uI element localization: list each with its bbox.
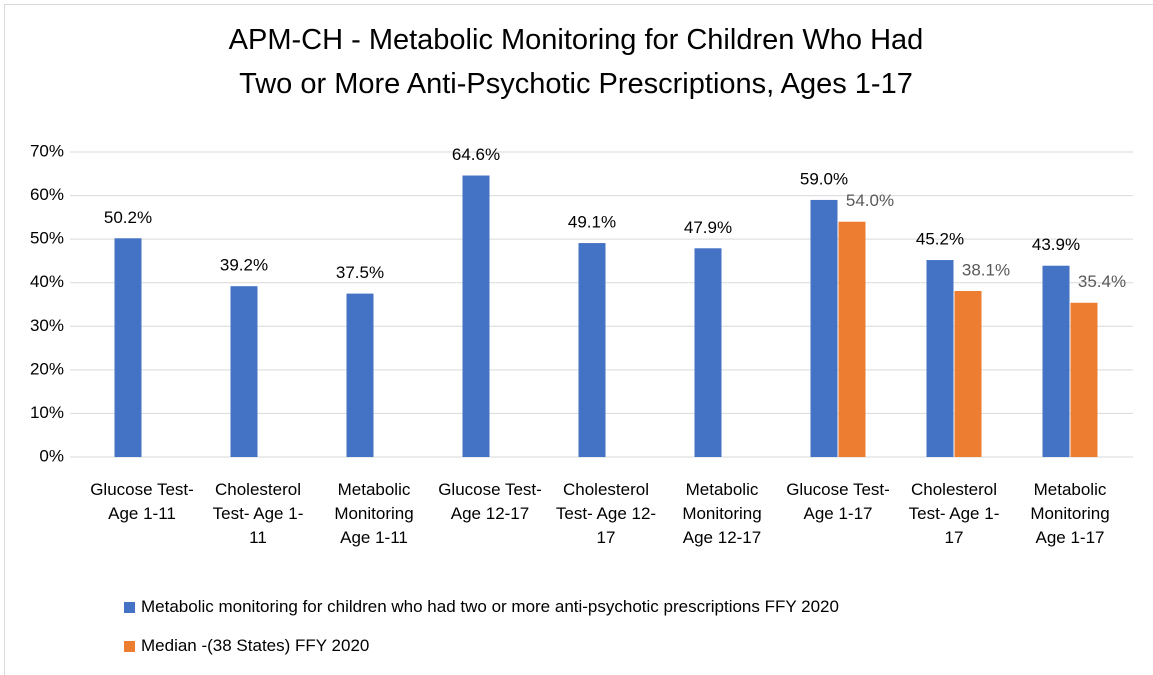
y-tick-label: 30% <box>30 316 64 335</box>
y-tick-label: 0% <box>39 446 64 465</box>
legend-swatch <box>124 601 135 613</box>
bar <box>230 286 258 457</box>
bar <box>838 221 866 457</box>
data-label: 54.0% <box>846 191 894 210</box>
y-tick-label: 10% <box>30 403 64 422</box>
data-label: 43.9% <box>1032 235 1080 254</box>
x-tick-label: Glucose Test- Age 1-11 <box>90 480 194 523</box>
data-label: 38.1% <box>962 260 1010 279</box>
bar <box>810 199 838 457</box>
y-tick-label: 50% <box>30 229 64 248</box>
y-tick-label: 20% <box>30 359 64 378</box>
data-label: 47.9% <box>684 218 732 237</box>
y-tick-label: 70% <box>30 141 64 160</box>
chart-border <box>4 4 1153 675</box>
x-tick-label: Metabolic Monitoring Age 1-17 <box>1030 480 1110 547</box>
bar <box>1070 302 1098 457</box>
bar <box>694 248 722 457</box>
legend-label: Median -(38 States) FFY 2020 <box>141 636 370 655</box>
x-tick-label: Metabolic Monitoring Age 12-17 <box>682 480 762 547</box>
legend-item: Median -(38 States) FFY 2020 <box>124 636 369 656</box>
bar <box>114 238 142 457</box>
chart-title: APM-CH - Metabolic Monitoring for Childr… <box>228 24 924 100</box>
bar <box>346 293 374 457</box>
y-tick-label: 40% <box>30 272 64 291</box>
data-label: 37.5% <box>336 263 384 282</box>
data-label: 35.4% <box>1078 272 1126 291</box>
data-label: 59.0% <box>800 169 848 188</box>
x-tick-label: Cholesterol Test- Age 1-17 <box>908 480 1000 547</box>
legend-label: Metabolic monitoring for children who ha… <box>141 597 839 616</box>
bar <box>578 243 606 457</box>
x-tick-label: Metabolic Monitoring Age 1-11 <box>334 480 414 547</box>
data-label: 39.2% <box>220 256 268 275</box>
bar <box>926 260 954 457</box>
legend-swatch <box>124 640 135 652</box>
y-tick-label: 60% <box>30 185 64 204</box>
bar <box>954 290 982 457</box>
bar <box>462 175 490 457</box>
bar <box>1042 265 1070 457</box>
x-tick-label: Glucose Test- Age 1-17 <box>786 480 890 523</box>
legend-item: Metabolic monitoring for children who ha… <box>124 597 839 617</box>
data-label: 50.2% <box>104 208 152 227</box>
x-tick-label: Cholesterol Test- Age 12-17 <box>555 480 657 547</box>
data-label: 45.2% <box>916 230 964 249</box>
x-tick-label: Glucose Test- Age 12-17 <box>438 480 542 523</box>
data-label: 64.6% <box>452 145 500 164</box>
data-label: 49.1% <box>568 213 616 232</box>
x-tick-label: Cholesterol Test- Age 1-11 <box>212 480 304 547</box>
